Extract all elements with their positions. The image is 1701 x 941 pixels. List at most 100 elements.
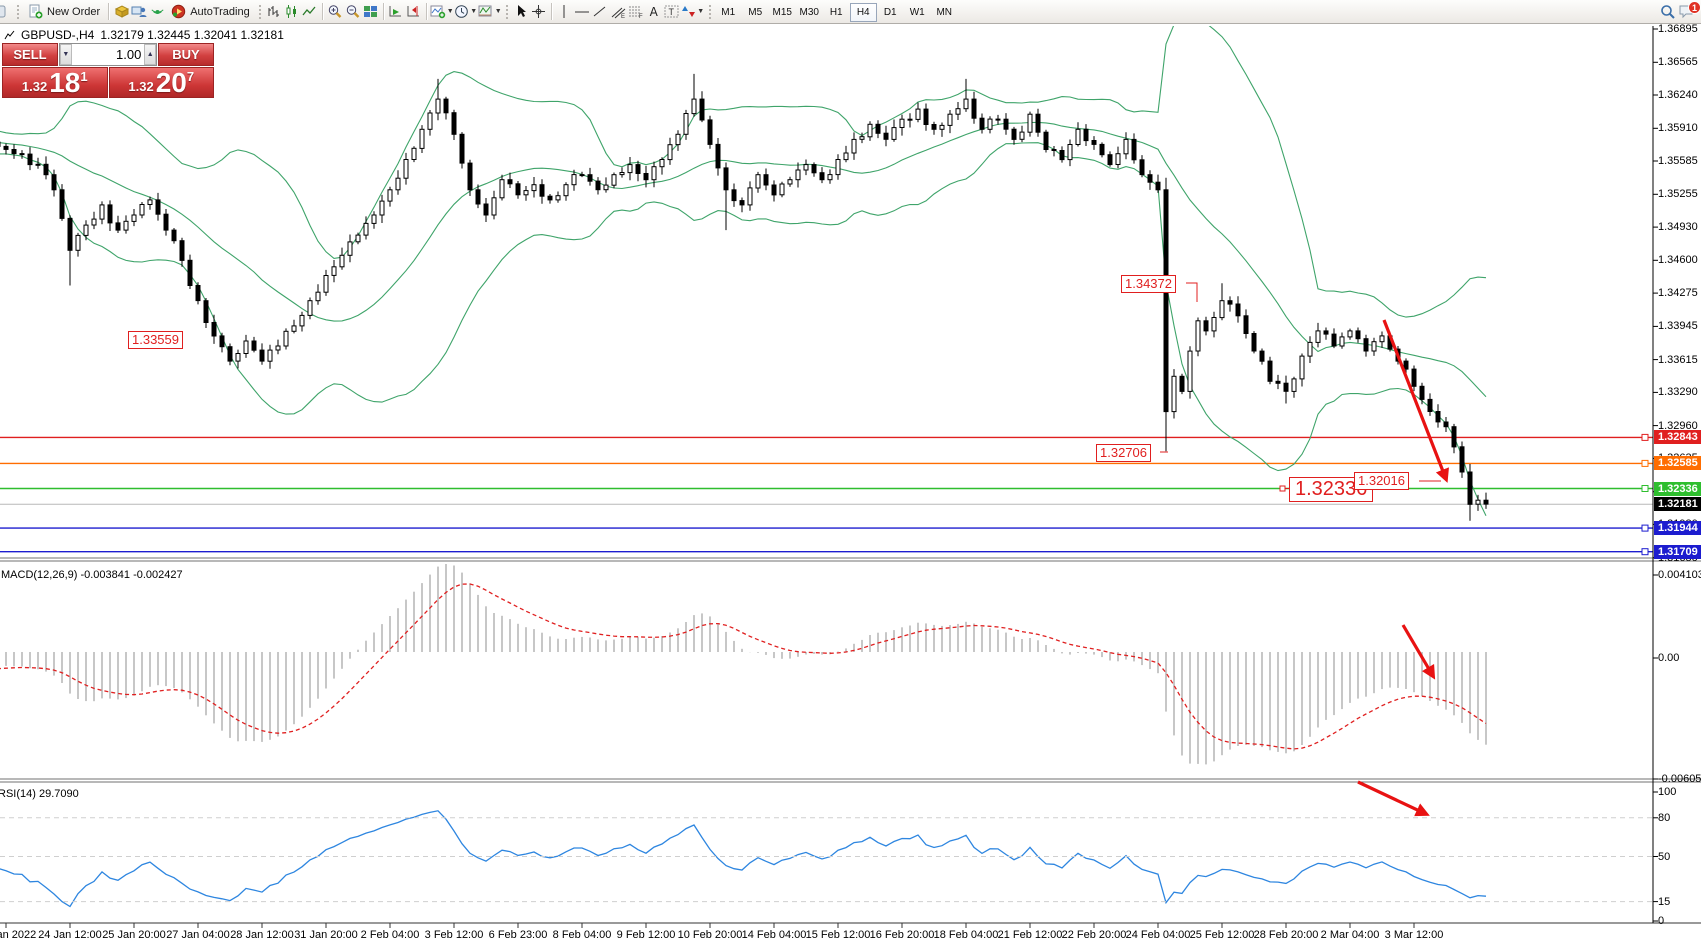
search-icon[interactable] <box>1659 2 1677 22</box>
timeframe-D1[interactable]: D1 <box>883 6 897 18</box>
connector-high-label <box>1186 282 1198 302</box>
text-label-tool-icon[interactable]: T <box>663 2 681 22</box>
macd-indicator <box>0 564 1487 765</box>
macd-label: MACD(12,26,9) -0.003841 -0.002427 <box>1 569 183 581</box>
line-chart-mode-icon[interactable] <box>301 2 319 22</box>
axis-ticks <box>5 28 1658 928</box>
chart-shift-icon[interactable] <box>405 2 423 22</box>
red-arrow-price[interactable] <box>1382 319 1449 483</box>
time-tick: 14 Feb 04:00 <box>741 929 807 941</box>
time-tick: 28 Feb 20:00 <box>1253 929 1319 941</box>
autotrading-button[interactable]: AutoTrading <box>166 2 255 22</box>
red-arrow-rsi[interactable] <box>1357 780 1430 817</box>
trendline-tool-icon[interactable] <box>591 2 609 22</box>
time-tick: 28 Jan 12:00 <box>230 929 294 941</box>
annotation-connectors <box>1160 282 1441 492</box>
svg-text:T: T <box>669 7 675 17</box>
timeframe-group: M1 M5 M15 M30 H1 H4 D1 W1 MN <box>715 2 958 22</box>
timeframe-MN[interactable]: MN <box>936 6 952 18</box>
time-tick: 27 Jan 04:00 <box>166 929 230 941</box>
periods-clock-icon[interactable]: ▼ <box>454 2 478 22</box>
red-arrow-macd[interactable] <box>1401 624 1436 680</box>
price-annotation-133559[interactable]: 1.33559 <box>128 331 183 349</box>
tile-windows-icon[interactable] <box>362 2 380 22</box>
time-tick: 3 Mar 12:00 <box>1384 929 1444 941</box>
data-window-icon[interactable] <box>130 2 148 22</box>
horizontal-level-lines[interactable] <box>0 433 1653 556</box>
bar-chart-mode-icon[interactable] <box>265 2 283 22</box>
time-tick: 25 Feb 12:00 <box>1189 929 1255 941</box>
timeframe-M1[interactable]: M1 <box>721 6 736 18</box>
price-annotation-132706[interactable]: 1.32706 <box>1096 444 1151 462</box>
chat-icon[interactable]: 1 <box>1677 0 1701 22</box>
price-tick: 1.34275 <box>1658 287 1698 299</box>
price-tick: 1.36565 <box>1658 56 1698 68</box>
zoom-in-icon[interactable] <box>326 2 344 22</box>
rsi-axis-label: 0 <box>1658 915 1665 927</box>
bid-base: 1.32 <box>21 79 48 94</box>
axis-badge-1.31944: 1.31944 <box>1654 521 1701 535</box>
volume-up-button[interactable]: ▲ <box>144 44 157 65</box>
price-tick: 1.33290 <box>1658 386 1698 398</box>
ask-price-button[interactable]: 1.32 20 7 <box>108 67 214 98</box>
time-tick: 6 Feb 23:00 <box>488 929 548 941</box>
chart-window[interactable]: GBPUSD-,H4 1.32179 1.32445 1.32041 1.321… <box>0 24 1701 941</box>
time-tick: 21 Jan 2022 <box>0 929 37 941</box>
zoom-out-icon[interactable] <box>344 2 362 22</box>
price-tick: 1.35910 <box>1658 122 1698 134</box>
price-annotation-132016[interactable]: 1.32016 <box>1354 472 1409 490</box>
toolbar-grip[interactable] <box>16 3 20 20</box>
new-order-button[interactable]: New Order <box>23 2 105 22</box>
time-tick: 10 Feb 20:00 <box>677 929 743 941</box>
templates-icon[interactable]: ▼ <box>478 2 502 22</box>
crosshair-tool-icon[interactable] <box>530 2 548 22</box>
arrows-tool-icon[interactable]: ▼ <box>681 2 705 22</box>
volume-down-button[interactable]: ▼ <box>60 44 72 65</box>
time-tick: 22 Feb 20:00 <box>1061 929 1127 941</box>
timeframe-H1[interactable]: H1 <box>829 6 843 18</box>
vertical-line-tool-icon[interactable] <box>555 2 573 22</box>
bid-price-button[interactable]: 1.32 18 1 <box>2 67 108 98</box>
time-tick: 3 Feb 12:00 <box>424 929 484 941</box>
toolbar-grip[interactable] <box>504 3 509 20</box>
cursor-tool-icon[interactable] <box>512 2 530 22</box>
toolbar-grip[interactable] <box>257 3 262 20</box>
timeframe-M30[interactable]: M30 <box>799 6 819 18</box>
price-tick: 1.35585 <box>1658 155 1698 167</box>
macd-axis-label: -0.006056 <box>1658 773 1701 785</box>
trend-arrows <box>1357 319 1449 817</box>
text-tool-icon[interactable]: A <box>649 4 658 19</box>
time-tick: 15 Feb 12:00 <box>805 929 871 941</box>
candlestick-mode-icon[interactable] <box>283 2 301 22</box>
clipped-toolbar-icon[interactable] <box>0 2 13 22</box>
new-order-label: New Order <box>47 5 101 18</box>
autotrading-label: AutoTrading <box>190 5 250 18</box>
price-annotation-134372[interactable]: 1.34372 <box>1121 275 1176 293</box>
timeframe-M15[interactable]: M15 <box>772 6 792 18</box>
indicators-icon[interactable]: ▼ <box>430 2 454 22</box>
rsi-axis-label: 100 <box>1658 786 1677 798</box>
price-tick: 1.34600 <box>1658 254 1698 266</box>
rsi-axis-label: 50 <box>1658 851 1671 863</box>
toolbar-grip[interactable] <box>707 3 712 20</box>
axis-badge-1.31709: 1.31709 <box>1654 545 1701 559</box>
axis-badge-1.32336: 1.32336 <box>1654 482 1701 496</box>
timeframe-M5[interactable]: M5 <box>748 6 763 18</box>
toolbar-separator <box>321 3 323 20</box>
horizontal-line-tool-icon[interactable] <box>573 2 591 22</box>
buy-button[interactable]: BUY <box>158 43 214 66</box>
timeframe-W1[interactable]: W1 <box>909 6 925 18</box>
volume-input[interactable] <box>71 44 145 65</box>
timeframe-H4[interactable]: H4 <box>849 2 877 22</box>
price-tick: 1.33945 <box>1658 320 1698 332</box>
channel-tool-icon[interactable]: E <box>609 2 627 22</box>
price-tick: 1.34930 <box>1658 221 1698 233</box>
sell-button[interactable]: SELL <box>2 43 58 66</box>
auto-scroll-icon[interactable] <box>387 2 405 22</box>
chart-canvas[interactable] <box>0 24 1701 941</box>
price-tick: 1.35255 <box>1658 188 1698 200</box>
fibonacci-tool-icon[interactable]: F <box>627 2 645 22</box>
market-watch-icon[interactable] <box>112 2 130 22</box>
support-label-handle <box>1279 485 1286 492</box>
signals-icon[interactable] <box>148 2 166 22</box>
